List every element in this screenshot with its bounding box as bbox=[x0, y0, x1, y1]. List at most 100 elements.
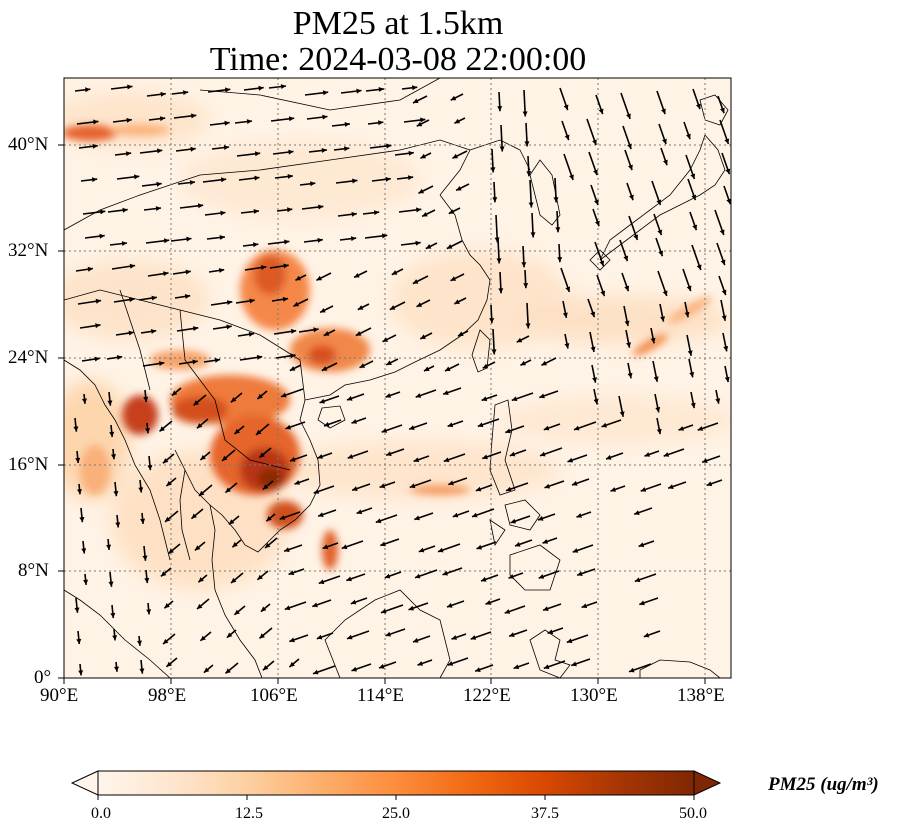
chart-title-line2: Time: 2024-03-08 22:00:00 bbox=[209, 41, 587, 78]
wind-vector-head bbox=[420, 117, 426, 123]
wind-vector-head bbox=[600, 290, 606, 297]
wind-vector-head bbox=[350, 236, 357, 242]
wind-vector-head bbox=[110, 612, 116, 619]
wind-vector-head bbox=[660, 316, 665, 322]
y-tick-label: 16°N bbox=[8, 454, 49, 475]
wind-vector-head bbox=[254, 175, 260, 181]
colorbar-tick-label: 37.5 bbox=[531, 805, 559, 822]
wind-vector-head bbox=[448, 480, 454, 486]
wind-vector-head bbox=[415, 240, 421, 246]
wind-vector-head bbox=[696, 264, 702, 271]
wind-vector-head bbox=[142, 555, 148, 561]
wind-vector-head bbox=[522, 111, 528, 117]
wind-vector-head bbox=[191, 113, 197, 119]
wind-vector-head bbox=[624, 285, 630, 292]
wind-vector-head bbox=[555, 227, 561, 233]
wind-vector-head bbox=[128, 330, 134, 336]
wind-vector-head bbox=[127, 84, 133, 90]
wind-vector-head bbox=[446, 602, 453, 608]
wind-vector-head bbox=[619, 411, 625, 417]
wind-vector-head bbox=[720, 259, 726, 266]
wind-vector-head bbox=[346, 634, 353, 640]
wind-vector-head bbox=[697, 426, 704, 431]
wind-vector-head bbox=[288, 116, 295, 122]
wind-vector-head bbox=[109, 431, 115, 437]
wind-vector-head bbox=[416, 121, 423, 127]
wind-vector-head bbox=[323, 331, 330, 336]
wind-vector-head bbox=[386, 143, 392, 149]
myanmar-coast bbox=[64, 359, 171, 561]
colorbar-gradient bbox=[98, 771, 694, 795]
wind-vector-head bbox=[112, 635, 118, 641]
wind-vector-head bbox=[196, 423, 203, 429]
wind-vector-head bbox=[214, 357, 221, 363]
wind-vector-head bbox=[668, 484, 674, 489]
wind-vector-head bbox=[471, 512, 478, 518]
wind-vector-head bbox=[524, 141, 530, 147]
wind-vector-head bbox=[511, 396, 518, 402]
wind-vector-head bbox=[294, 480, 300, 485]
wind-vector-head bbox=[129, 263, 136, 269]
wind-vector-head bbox=[107, 400, 113, 406]
wind-vector-head bbox=[225, 487, 231, 493]
wind-vector-head bbox=[111, 454, 116, 460]
wind-vector-head bbox=[626, 342, 631, 348]
wind-vector-head bbox=[581, 603, 588, 609]
wind-vector-head bbox=[134, 174, 140, 180]
wind-vector-head bbox=[151, 295, 157, 301]
wind-vector-head bbox=[662, 290, 668, 297]
wind-vector-head bbox=[726, 198, 731, 205]
wind-vector-head bbox=[220, 210, 226, 216]
wind-vector-head bbox=[352, 178, 358, 184]
wind-vector-head bbox=[689, 372, 695, 378]
wind-vector-head bbox=[159, 361, 165, 366]
wind-vector-head bbox=[385, 393, 391, 398]
wind-vector-head bbox=[322, 114, 328, 120]
wind-vector-head bbox=[351, 419, 357, 424]
wind-vector-head bbox=[253, 209, 259, 214]
wind-vector-head bbox=[494, 237, 500, 243]
wind-vector-head bbox=[257, 393, 263, 399]
wind-vector-head bbox=[592, 377, 597, 383]
wind-vector-head bbox=[569, 174, 574, 181]
wind-vector-head bbox=[79, 517, 85, 523]
wind-vector-head bbox=[510, 518, 516, 524]
wind-vector-head bbox=[447, 422, 454, 428]
wind-vector-head bbox=[601, 422, 607, 428]
new-guinea bbox=[639, 659, 721, 678]
wind-vector-head bbox=[322, 90, 329, 96]
wind-vector-head bbox=[225, 87, 231, 93]
wind-vector-head bbox=[290, 353, 296, 359]
wind-vector-head bbox=[283, 263, 289, 269]
wind-vector-head bbox=[190, 146, 196, 152]
wind-vector-head bbox=[317, 237, 323, 243]
wind-vector-head bbox=[702, 458, 708, 463]
wind-vector-head bbox=[356, 88, 362, 94]
wind-vector-head bbox=[223, 145, 230, 150]
wind-vector-head bbox=[627, 372, 633, 379]
wind-vector-head bbox=[590, 346, 596, 353]
wind-vector-head bbox=[624, 320, 630, 327]
wind-vector-head bbox=[293, 301, 299, 307]
wind-vector-head bbox=[595, 220, 600, 227]
wind-vector-head bbox=[287, 207, 293, 213]
wind-vector-head bbox=[81, 548, 87, 554]
china-coast bbox=[304, 194, 491, 401]
wind-vector-head bbox=[284, 547, 290, 552]
wind-vector-head bbox=[412, 637, 419, 643]
wind-vector-head bbox=[414, 573, 421, 579]
colorbar-extend-low bbox=[70, 770, 99, 796]
wind-vector-head bbox=[258, 85, 264, 91]
japan-hokkaido bbox=[699, 94, 729, 126]
gulf-thailand bbox=[174, 449, 211, 561]
wind-vector-head bbox=[719, 229, 725, 236]
wind-vector-head bbox=[262, 665, 269, 671]
wind-vector-head bbox=[482, 363, 489, 369]
wind-vector-head bbox=[543, 606, 549, 611]
wind-vector-head bbox=[567, 457, 573, 463]
wind-vector-head bbox=[418, 188, 424, 194]
wind-vector-head bbox=[706, 481, 713, 487]
wind-vector-head bbox=[225, 668, 231, 674]
wind-vector-head bbox=[193, 326, 199, 331]
wind-vector-head bbox=[454, 299, 460, 304]
